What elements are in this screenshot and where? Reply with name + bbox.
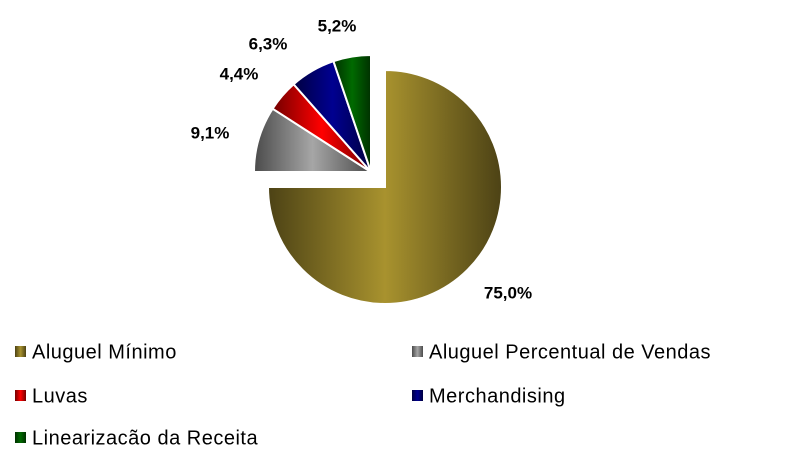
value-label: 75,0% xyxy=(484,283,532,302)
value-label: 4,4% xyxy=(220,64,259,83)
value-label: 5,2% xyxy=(318,16,357,35)
legend-swatch xyxy=(412,390,423,401)
value-label: 9,1% xyxy=(191,123,230,142)
pie-slice xyxy=(266,68,503,305)
legend-label: Merchandising xyxy=(429,385,566,407)
legend-label: Aluguel Mínimo xyxy=(32,341,177,363)
pie-slice xyxy=(332,53,372,173)
legend-swatch xyxy=(15,390,26,401)
legend-label: Aluguel Percentual de Vendas xyxy=(429,341,711,363)
value-label: 6,3% xyxy=(249,34,288,53)
legend-swatch xyxy=(15,432,26,443)
legend-swatch xyxy=(15,346,26,357)
legend-label: Luvas xyxy=(32,385,88,407)
legend-swatch xyxy=(412,346,423,357)
legend-label: Linearizacão da Receita xyxy=(32,427,258,449)
